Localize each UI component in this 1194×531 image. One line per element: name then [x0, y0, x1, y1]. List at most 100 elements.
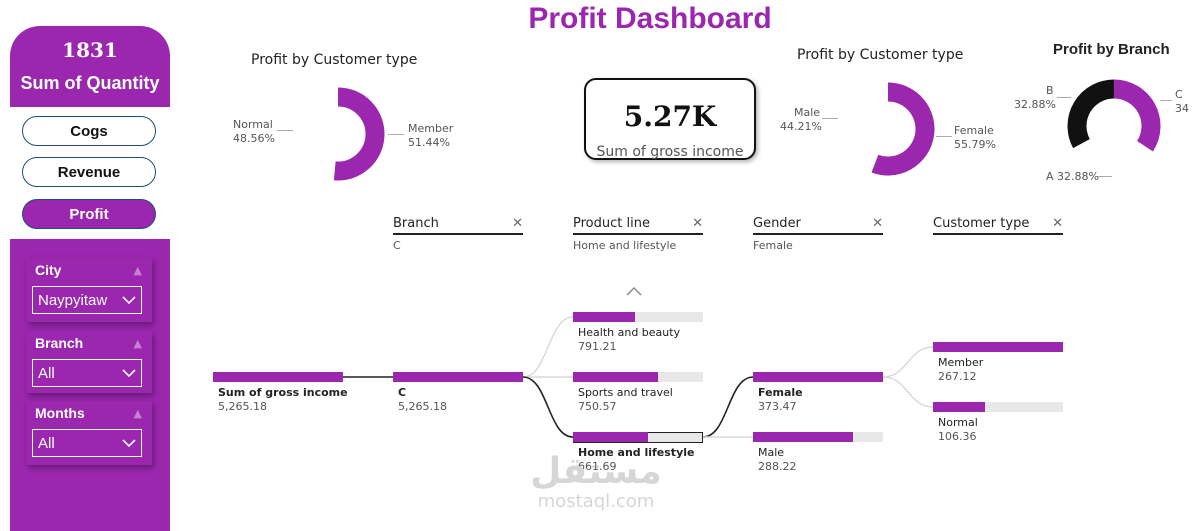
level-branch: Branch ✕ C — [393, 216, 523, 252]
level-header: Product line — [573, 216, 650, 231]
donut1-chart — [291, 87, 385, 181]
card-value: 5.27K — [623, 100, 717, 133]
watermark: مستقل mostaql.com — [524, 452, 668, 512]
node-label: Female — [758, 386, 803, 399]
level-gender: Gender ✕ Female — [753, 216, 883, 252]
donut2-male-label: Male 44.21% — [780, 106, 822, 133]
donut2-slice-female[interactable] — [871, 82, 935, 176]
city-slicer-title: City — [35, 262, 62, 278]
months-slicer-title: Months — [35, 405, 85, 421]
node-label: Male — [758, 446, 785, 459]
leader-line — [1160, 100, 1172, 101]
node-bar-track[interactable] — [933, 402, 1063, 412]
watermark-arabic: مستقل — [530, 451, 662, 492]
profit-button[interactable]: Profit — [22, 199, 156, 229]
donut3-title: Profit by Branch — [1053, 41, 1170, 58]
node-bar[interactable] — [753, 372, 883, 382]
leader-line — [277, 130, 293, 131]
node-bar[interactable] — [573, 312, 635, 322]
quantity-value: 1831 — [62, 38, 118, 62]
donut1-slice-normal[interactable] — [291, 87, 339, 181]
donut3-slice-a[interactable] — [1073, 138, 1153, 173]
close-icon[interactable]: ✕ — [692, 216, 703, 231]
donut3-slice-c[interactable] — [1113, 79, 1161, 152]
level-header: Branch — [393, 216, 439, 231]
node-bar[interactable] — [213, 372, 343, 382]
node-value: 267.12 — [938, 370, 977, 383]
leader-line — [388, 134, 404, 135]
collapse-icon[interactable]: ▲ — [133, 407, 142, 420]
chevron-down-icon — [122, 296, 136, 305]
branch-slicer-title: Branch — [35, 335, 84, 351]
donut1-normal-label: Normal 48.56% — [233, 118, 275, 145]
close-icon[interactable]: ✕ — [872, 216, 883, 231]
node-bar[interactable] — [753, 432, 853, 442]
city-slicer: City ▲ Naypyitaw — [26, 258, 152, 322]
node-label: Sum of gross income — [218, 386, 348, 399]
donut1-member-label: Member 51.44% — [408, 122, 454, 149]
months-dropdown[interactable]: All — [32, 429, 142, 457]
level-selection: Female — [753, 239, 793, 252]
quantity-label: Sum of Quantity — [20, 73, 160, 93]
node-value: 373.47 — [758, 400, 797, 413]
node-bar-track[interactable] — [573, 312, 703, 322]
donut3-b-label: B 32.88% — [1014, 84, 1056, 111]
node-value: 288.22 — [758, 460, 797, 473]
level-header: Gender — [753, 216, 801, 231]
cogs-button[interactable]: Cogs — [22, 116, 156, 146]
node-label: Health and beauty — [578, 326, 681, 339]
donut1-title: Profit by Customer type — [251, 52, 418, 68]
watermark-latin: mostaql.com — [537, 491, 655, 512]
leader-line — [936, 136, 952, 137]
donut2-female-label: Female 55.79% — [954, 124, 996, 151]
node-value: 750.57 — [578, 400, 617, 413]
node-bar[interactable] — [933, 402, 985, 412]
branch-slicer: Branch ▲ All — [26, 331, 152, 393]
node-value: 5,265.18 — [398, 400, 447, 413]
donut2-title: Profit by Customer type — [797, 47, 964, 63]
node-bar[interactable] — [573, 372, 658, 382]
node-label: C — [398, 386, 407, 399]
donut1-slice-member[interactable] — [333, 87, 385, 181]
chevron-down-icon — [122, 369, 136, 378]
level-product-line: Product line ✕ Home and lifestyle — [573, 216, 703, 252]
node-value: 791.21 — [578, 340, 617, 353]
city-dropdown[interactable]: Naypyitaw — [32, 286, 142, 314]
chevron-down-icon — [122, 439, 136, 448]
donut3-chart — [1067, 79, 1161, 173]
chevron-up-icon[interactable] — [626, 286, 642, 296]
node-bar[interactable] — [573, 432, 648, 442]
months-dropdown-value: All — [38, 435, 55, 452]
node-label: Member — [938, 356, 984, 369]
months-slicer: Months ▲ All — [26, 401, 152, 465]
node-bar[interactable] — [393, 372, 523, 382]
leader-line — [1057, 97, 1071, 98]
donut3-slice-b[interactable] — [1067, 79, 1115, 149]
level-selection: Home and lifestyle — [573, 239, 677, 252]
branch-dropdown[interactable]: All — [32, 359, 142, 387]
collapse-icon[interactable]: ▲ — [133, 264, 142, 277]
leader-line — [1098, 176, 1112, 177]
donut2-slice-male[interactable] — [841, 82, 889, 173]
node-label: Normal — [938, 416, 978, 429]
donut3-a-label: A 32.88% — [1046, 170, 1099, 183]
level-selection: C — [393, 239, 401, 252]
node-value: 5,265.18 — [218, 400, 267, 413]
node-value: 661.69 — [578, 460, 617, 473]
node-label: Sports and travel — [578, 386, 673, 399]
node-label: Home and lifestyle — [578, 446, 695, 459]
level-header: Customer type — [933, 216, 1030, 231]
donut2-chart — [841, 82, 935, 176]
close-icon[interactable]: ✕ — [1052, 216, 1063, 231]
node-bar[interactable] — [933, 342, 1063, 352]
revenue-button[interactable]: Revenue — [22, 157, 156, 187]
close-icon[interactable]: ✕ — [512, 216, 523, 231]
branch-dropdown-value: All — [38, 365, 55, 382]
leader-line — [822, 118, 838, 119]
card-label: Sum of gross income — [596, 144, 744, 160]
collapse-icon[interactable]: ▲ — [133, 337, 142, 350]
donut3-c-label: C 34 — [1175, 88, 1189, 115]
node-value: 106.36 — [938, 430, 977, 443]
gross-income-card: 5.27K Sum of gross income — [584, 78, 756, 160]
